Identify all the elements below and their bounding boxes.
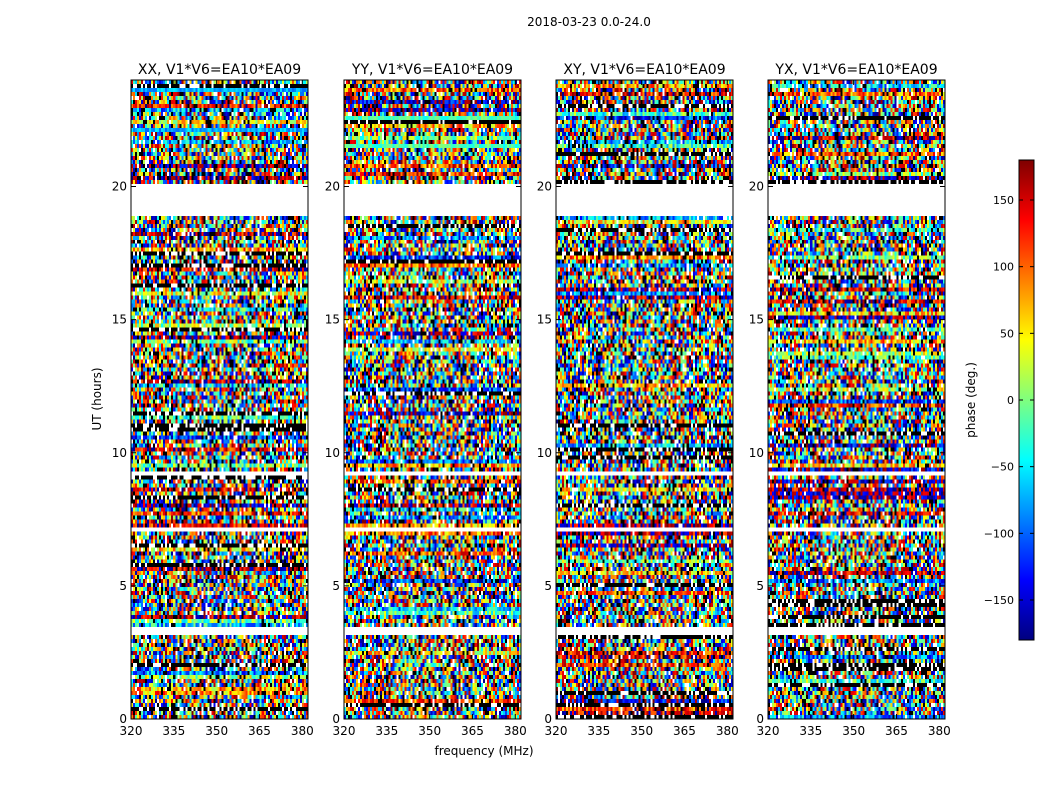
x-tick-label: 350 <box>630 724 653 738</box>
x-tick-label: 380 <box>291 724 314 738</box>
colorbar-tick-label: 150 <box>993 194 1014 207</box>
heatmap-image <box>344 80 521 719</box>
x-tick-label: 320 <box>120 724 143 738</box>
x-tick-label: 365 <box>885 724 908 738</box>
figure-suptitle: 2018-03-23 0.0-24.0 <box>527 15 651 29</box>
axes-frame <box>767 79 946 720</box>
x-tick-label: 335 <box>587 724 610 738</box>
x-tick-label: 365 <box>673 724 696 738</box>
y-tick-label: 0 <box>332 712 340 726</box>
x-tick-label: 335 <box>799 724 822 738</box>
x-tick-label: 335 <box>375 724 398 738</box>
x-tick-label: 350 <box>418 724 441 738</box>
y-tick-label: 15 <box>112 313 127 327</box>
y-tick-label: 20 <box>325 180 340 194</box>
y-tick-label: 10 <box>537 446 552 460</box>
y-tick-label: 10 <box>325 446 340 460</box>
colorbar-label: phase (deg.) <box>964 362 978 438</box>
colorbar-tick-label: −100 <box>984 527 1014 540</box>
colorbar-tick-label: 100 <box>993 261 1014 274</box>
x-tick-label: 380 <box>716 724 739 738</box>
colorbar: 150 100 50 0 −50 −100 −150 phase (deg.) <box>964 159 1035 641</box>
panel-title: XX, V1*V6=EA10*EA09 <box>138 62 301 78</box>
panel-2: XY, V1*V6=EA10*EA09 320 335 350 365 380 0 5 10 15… <box>537 62 739 738</box>
heatmap-image <box>131 80 308 719</box>
x-tick-label: 335 <box>162 724 185 738</box>
colorbar-tick-label: −50 <box>991 461 1014 474</box>
axes-frame <box>343 79 522 720</box>
heatmap-image <box>768 80 945 719</box>
x-tick-label: 380 <box>928 724 951 738</box>
y-tick-label: 15 <box>749 313 764 327</box>
y-tick-label: 0 <box>756 712 764 726</box>
colorbar-tick-label: −150 <box>984 594 1014 607</box>
x-tick-label: 365 <box>461 724 484 738</box>
y-tick-label: 0 <box>544 712 552 726</box>
y-tick-label: 0 <box>119 712 127 726</box>
colorbar-tick-label: 50 <box>1000 327 1014 340</box>
y-tick-label: 15 <box>325 313 340 327</box>
y-tick-label: 5 <box>756 579 764 593</box>
y-tick-label: 10 <box>749 446 764 460</box>
x-tick-label: 320 <box>757 724 780 738</box>
panel-1: YY, V1*V6=EA10*EA09 320 335 350 365 380 0 5 10 15… <box>325 62 527 738</box>
colorbar-tick-label: 0 <box>1007 394 1014 407</box>
x-axis-label: frequency (MHz) <box>434 744 533 758</box>
x-tick-label: 365 <box>248 724 271 738</box>
x-tick-label: 320 <box>545 724 568 738</box>
y-tick-label: 20 <box>537 180 552 194</box>
x-tick-label: 350 <box>205 724 228 738</box>
y-tick-label: 20 <box>749 180 764 194</box>
y-tick-label: 10 <box>112 446 127 460</box>
axes-frame <box>130 79 309 720</box>
panel-3: YX, V1*V6=EA10*EA09 320 335 350 365 380 0 5 10 15… <box>749 62 951 738</box>
axes-frame <box>555 79 734 720</box>
panel-title: YY, V1*V6=EA10*EA09 <box>351 62 513 78</box>
y-tick-label: 15 <box>537 313 552 327</box>
y-tick-label: 20 <box>112 180 127 194</box>
heatmap-image <box>556 80 733 719</box>
x-tick-label: 380 <box>504 724 527 738</box>
y-axis-label: UT (hours) <box>90 367 104 430</box>
panel-title: YX, V1*V6=EA10*EA09 <box>774 62 937 78</box>
x-tick-label: 350 <box>842 724 865 738</box>
panel-0: XX, V1*V6=EA10*EA09 320 335 350 365 380 0 5 10 15… <box>112 62 314 738</box>
x-tick-label: 320 <box>333 724 356 738</box>
y-tick-label: 5 <box>119 579 127 593</box>
panel-title: XY, V1*V6=EA10*EA09 <box>563 62 725 78</box>
y-tick-label: 5 <box>544 579 552 593</box>
y-tick-label: 5 <box>332 579 340 593</box>
